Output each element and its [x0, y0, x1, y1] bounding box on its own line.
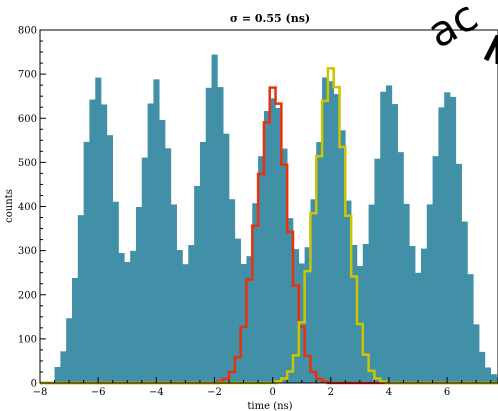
- histogram-bar: [339, 130, 346, 383]
- histogram-bar: [420, 248, 428, 383]
- histogram-bar: [426, 204, 433, 383]
- histogram-bar: [54, 367, 61, 383]
- histogram-bar: [89, 99, 96, 383]
- x-tick-label: 2: [328, 387, 334, 398]
- histogram-bar: [409, 245, 416, 383]
- corner-overlay-text: ac: [419, 0, 486, 58]
- histogram-bar: [438, 107, 445, 384]
- histogram-bar: [153, 79, 160, 383]
- histogram-bar: [461, 221, 468, 383]
- x-tick-label: −6: [91, 387, 106, 398]
- histogram-bar: [199, 141, 207, 383]
- y-tick-label: 400: [18, 202, 37, 213]
- y-tick-label: 800: [18, 26, 37, 37]
- histogram-bar: [386, 85, 393, 383]
- histogram-bar: [473, 324, 480, 383]
- histogram-bar: [130, 250, 137, 383]
- histogram-bar: [258, 156, 265, 383]
- histogram-bar: [246, 256, 253, 383]
- histogram-bar: [322, 77, 329, 384]
- histogram-bar: [496, 377, 498, 383]
- histogram-bar: [77, 215, 84, 383]
- histogram-bar: [194, 185, 201, 383]
- histogram-bar: [415, 272, 422, 383]
- y-tick-label: 200: [18, 290, 37, 301]
- histogram-bar: [112, 201, 119, 383]
- histogram-bar: [397, 152, 404, 383]
- x-tick-label: −4: [149, 387, 164, 398]
- histogram-bar: [281, 148, 288, 383]
- histogram-bar: [368, 204, 375, 383]
- histogram-bar: [484, 367, 492, 383]
- x-tick-label: 6: [444, 387, 450, 398]
- histogram-bar: [141, 157, 148, 383]
- y-tick-label: 500: [18, 158, 37, 169]
- y-axis-label: counts: [4, 189, 15, 223]
- histogram-bar: [95, 77, 102, 384]
- y-tick-label: 600: [18, 114, 37, 125]
- y-tick-label: 700: [18, 70, 37, 81]
- histogram-bar: [83, 141, 90, 383]
- histogram-bar: [101, 104, 108, 384]
- histogram-bar: [159, 119, 166, 383]
- histogram-bar: [147, 103, 154, 384]
- histogram-bar: [217, 87, 224, 383]
- histogram-bar: [165, 148, 172, 383]
- histogram-bar: [60, 351, 67, 383]
- histogram-bar: [229, 199, 236, 383]
- x-tick-label: 4: [386, 387, 392, 398]
- histogram-bar: [310, 199, 317, 383]
- histogram-bar: [333, 94, 340, 383]
- histogram-bar: [106, 135, 113, 383]
- histogram-bar: [467, 274, 474, 383]
- histogram-bar: [391, 104, 398, 383]
- histogram-bar: [135, 206, 143, 383]
- histogram-bar: [362, 244, 369, 383]
- histogram-bar: [345, 200, 352, 383]
- corner-overlay-stroke: [483, 34, 498, 64]
- chart-title: σ = 0.55 (ns): [230, 12, 310, 25]
- histogram-bar: [292, 249, 300, 383]
- histogram-bar: [211, 54, 218, 384]
- histogram-bar: [450, 96, 457, 384]
- histogram-bar: [351, 244, 358, 383]
- histogram-bar: [490, 374, 497, 383]
- histogram-bar: [205, 87, 212, 384]
- x-tick-label: −8: [33, 387, 48, 398]
- x-axis-label: time (ns): [247, 401, 292, 411]
- histogram-bar: [240, 264, 247, 383]
- histogram-bar: [374, 158, 381, 383]
- histogram-bar: [455, 163, 462, 383]
- histogram-bar: [269, 98, 276, 383]
- x-tick-label: −2: [207, 387, 222, 398]
- histogram-bar: [304, 247, 311, 383]
- y-tick-label: 100: [18, 334, 37, 345]
- histogram-bar: [403, 203, 410, 383]
- axis-ticks: −8 −6 −4 −2 0 2 4 6 0 100 200 300 400 500 600 700 800: [18, 26, 492, 398]
- histogram-bar: [223, 133, 230, 383]
- histogram-bar: [444, 92, 451, 383]
- histogram-bar: [182, 264, 189, 383]
- histogram-bar: [170, 204, 177, 383]
- histogram-bar: [327, 81, 335, 383]
- histogram-bar: [234, 238, 241, 383]
- histogram-bar: [275, 107, 282, 383]
- x-tick-label: 0: [269, 387, 275, 398]
- histogram-bar: [188, 245, 195, 383]
- histogram-bar: [118, 252, 125, 383]
- histogram-bar: [287, 218, 294, 383]
- histogram-bar: [252, 203, 259, 383]
- histogram-bar: [66, 318, 73, 383]
- histogram-bar: [316, 142, 323, 383]
- histogram-bar: [176, 249, 183, 383]
- histogram-bar: [380, 91, 387, 383]
- y-tick-label: 300: [18, 246, 37, 257]
- histogram-bar: [71, 277, 79, 383]
- histogram-bar: [124, 262, 131, 383]
- histogram-bar: [432, 156, 439, 383]
- histogram-bar: [479, 351, 486, 383]
- y-tick-label: 0: [31, 379, 37, 390]
- histogram-bar: [263, 111, 271, 383]
